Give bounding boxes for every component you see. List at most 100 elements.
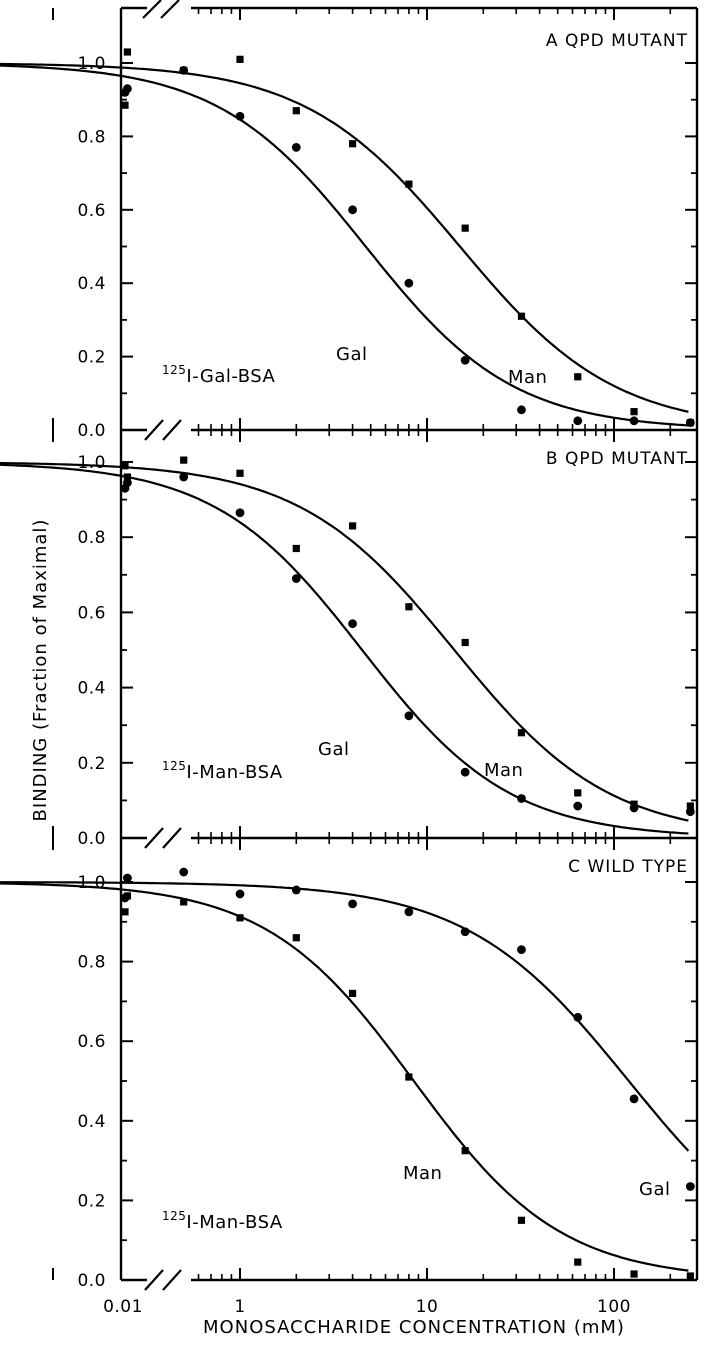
- data-point-man: [292, 544, 300, 553]
- data-point-gal: [235, 111, 245, 121]
- data-point-gal: [291, 885, 301, 895]
- curve-label-gal: Gal: [336, 344, 367, 365]
- fit-curve-gal: [0, 64, 689, 427]
- data-point-gal: [460, 767, 470, 777]
- radioligand-isotope: 125: [162, 1209, 186, 1223]
- panel-3: 0.00.20.40.60.81.0C WILD TYPE125I-Man-BS…: [0, 838, 699, 1317]
- panel-title: C WILD TYPE: [568, 857, 688, 877]
- axis-break-mark: [144, 1269, 164, 1291]
- data-point-gal: [235, 508, 245, 518]
- panel-title: B QPD MUTANT: [546, 449, 688, 469]
- curve-label-gal: Gal: [318, 739, 349, 760]
- y-tick-label: 0.8: [77, 953, 106, 973]
- y-tick-label: 0.2: [77, 1191, 106, 1211]
- radioligand-label: 125I-Gal-BSA: [162, 363, 275, 387]
- y-tick-label: 0.0: [77, 421, 106, 441]
- data-point-man: [236, 55, 244, 63]
- data-point-gal: [404, 711, 414, 721]
- data-point-gal: [573, 1012, 583, 1022]
- data-point-gal: [460, 927, 470, 937]
- panel-2: 0.0 0.2 0.4 0.6 0.8 1.0 B QPD MUTANT 125I-Man-B…: [0, 430, 699, 849]
- y-axis-label: BINDING (Fraction of Maximal): [30, 519, 51, 822]
- axis-break-mark: [162, 419, 182, 441]
- radioligand-label: 125I-Man-BSA: [162, 1209, 283, 1233]
- y-tick-label: 0.8: [77, 528, 106, 548]
- axis-break-mark: [160, 0, 180, 19]
- data-point-gal: [404, 278, 414, 288]
- radioligand-name: I-Gal-BSA: [186, 366, 275, 387]
- data-point-gal: [517, 945, 526, 955]
- data-point-gal: [573, 801, 583, 811]
- data-point-man: [686, 419, 694, 427]
- y-tick-label: 0.0: [77, 829, 106, 849]
- panel-1: 0.0 0.2 0.4 0.6 0.8 1.0 A QPD MUTANT 125I-Gal-B…: [0, 0, 699, 441]
- axis-break-mark: [142, 0, 162, 19]
- y-tick-label: 0.8: [77, 127, 106, 147]
- data-point-gal: [517, 794, 526, 803]
- radioligand-name: I-Man-BSA: [186, 762, 282, 783]
- fit-curve-man: [0, 461, 689, 822]
- data-point-man: [574, 789, 582, 797]
- radioligand-label: 125I-Man-BSA: [162, 759, 283, 783]
- data-point-gal: [404, 907, 414, 917]
- data-point-gal: [291, 143, 301, 152]
- data-point-man: [686, 1272, 694, 1280]
- data-point-man: [123, 473, 132, 481]
- data-point-man: [236, 469, 244, 477]
- data-point-man: [121, 908, 129, 916]
- data-point-man: [574, 373, 582, 381]
- data-point-man: [405, 603, 413, 611]
- data-point-man: [574, 1258, 582, 1266]
- data-point-man: [180, 456, 188, 464]
- y-tick-label: 0.4: [77, 274, 106, 294]
- y-tick-label: 0.2: [77, 754, 106, 774]
- data-point-man: [405, 180, 413, 188]
- curve-label-gal: Gal: [639, 1179, 670, 1200]
- data-point-man: [121, 101, 129, 109]
- y-tick-label: 1.0: [77, 54, 106, 74]
- data-point-gal: [629, 1094, 639, 1104]
- data-point-gal: [123, 84, 132, 94]
- x-tick-label: 10: [416, 1297, 439, 1317]
- y-tick-label: 0.6: [77, 201, 106, 221]
- data-point-man: [630, 800, 638, 808]
- x-tick-label: 100: [597, 1297, 631, 1317]
- data-point-man: [461, 224, 469, 232]
- data-point-man: [348, 522, 357, 530]
- data-point-gal: [179, 472, 189, 482]
- data-point-gal: [179, 867, 189, 877]
- axis-break-mark: [144, 827, 164, 849]
- data-point-man: [686, 802, 694, 810]
- data-point-gal: [460, 355, 470, 365]
- data-point-man: [236, 914, 244, 922]
- data-point-gal: [348, 619, 357, 629]
- data-point-man: [123, 892, 132, 900]
- axis-break-mark: [162, 1269, 182, 1291]
- data-point-gal: [123, 873, 132, 883]
- axis-break-mark: [144, 419, 164, 441]
- data-point-man: [461, 638, 469, 647]
- fit-curve-gal: [0, 463, 689, 835]
- data-point-gal: [573, 416, 583, 426]
- data-point-gal: [291, 574, 301, 583]
- data-point-gal: [235, 889, 245, 899]
- x-tick-label: 0.01: [103, 1297, 143, 1317]
- data-point-man: [517, 729, 526, 737]
- radioligand-isotope: 125: [162, 363, 186, 377]
- data-point-man: [461, 1147, 469, 1155]
- data-point-man: [348, 989, 357, 998]
- radioligand-name: I-Man-BSA: [186, 1212, 282, 1233]
- y-tick-label: 0.4: [77, 679, 106, 699]
- data-point-man: [517, 312, 526, 320]
- data-point-man: [123, 48, 132, 56]
- curve-label-man: Man: [508, 367, 547, 388]
- data-point-man: [180, 66, 188, 74]
- fit-curve-man: [0, 882, 689, 1272]
- data-point-man: [348, 140, 357, 148]
- data-point-man: [180, 898, 188, 906]
- data-point-gal: [348, 205, 357, 215]
- data-point-man: [292, 934, 300, 942]
- radioligand-isotope: 125: [162, 759, 186, 773]
- data-point-man: [630, 1270, 638, 1278]
